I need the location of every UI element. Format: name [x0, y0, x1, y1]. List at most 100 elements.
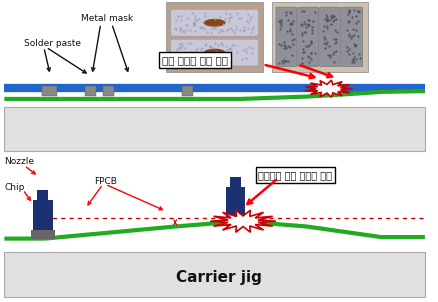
Point [328, 15, 335, 20]
Point [350, 8, 357, 12]
Point [300, 49, 307, 54]
Point [298, 56, 305, 61]
Point [230, 29, 237, 34]
Point [308, 28, 315, 33]
Point [307, 40, 314, 45]
Point [286, 44, 293, 49]
Point [278, 22, 285, 27]
Point [228, 26, 235, 31]
Point [177, 18, 184, 23]
Point [202, 41, 209, 46]
Point [290, 37, 297, 41]
Bar [42, 86, 57, 96]
Point [225, 51, 232, 56]
Point [311, 50, 318, 55]
Point [233, 49, 240, 54]
Point [177, 46, 184, 50]
Point [249, 24, 256, 29]
Point [226, 54, 233, 59]
Point [328, 13, 335, 18]
Point [191, 23, 198, 28]
Point [309, 18, 316, 23]
Point [208, 30, 215, 35]
Point [349, 51, 356, 56]
Point [173, 17, 180, 22]
Point [226, 19, 233, 24]
Point [288, 38, 295, 43]
Point [276, 61, 283, 66]
Point [345, 10, 352, 14]
Point [191, 21, 198, 26]
Point [219, 43, 226, 47]
Point [204, 30, 211, 34]
Point [177, 44, 184, 49]
Point [218, 42, 225, 47]
Point [209, 25, 216, 30]
FancyBboxPatch shape [171, 9, 258, 36]
Point [210, 25, 217, 30]
Point [288, 21, 295, 26]
Point [229, 43, 236, 47]
Point [287, 20, 294, 25]
Point [351, 55, 358, 59]
Point [307, 51, 314, 56]
Point [332, 27, 339, 32]
Point [206, 44, 213, 49]
Point [305, 17, 312, 22]
Point [212, 41, 219, 46]
Point [344, 11, 351, 16]
Point [328, 13, 336, 18]
Point [301, 49, 308, 54]
Point [189, 11, 196, 16]
Point [304, 22, 311, 27]
Point [344, 20, 351, 24]
Point [300, 8, 307, 13]
Point [282, 58, 289, 63]
Point [354, 8, 361, 13]
Point [331, 41, 338, 46]
Point [353, 57, 360, 62]
Point [215, 24, 222, 28]
Point [356, 10, 363, 14]
Point [189, 50, 196, 55]
Point [249, 50, 256, 55]
Point [323, 18, 330, 23]
Point [248, 46, 255, 50]
Point [194, 56, 201, 61]
Point [222, 11, 229, 16]
Point [199, 25, 206, 30]
Point [320, 41, 327, 46]
Point [191, 17, 198, 22]
Point [320, 24, 327, 28]
Point [353, 21, 360, 25]
Point [221, 17, 228, 21]
Point [194, 18, 201, 23]
Point [330, 18, 337, 23]
Point [345, 9, 352, 14]
Point [246, 44, 253, 49]
Point [283, 46, 290, 51]
Point [355, 8, 362, 13]
Point [204, 56, 211, 61]
Point [194, 45, 201, 50]
Point [346, 18, 353, 23]
Bar [182, 86, 193, 96]
Point [220, 22, 227, 27]
Bar [4, 107, 425, 151]
Point [284, 43, 291, 48]
Point [276, 18, 283, 23]
Point [208, 59, 215, 64]
Point [300, 47, 307, 52]
Point [277, 20, 284, 25]
Point [309, 31, 316, 36]
Point [208, 46, 215, 50]
Point [280, 42, 287, 47]
Point [352, 43, 359, 48]
Point [223, 52, 230, 57]
Point [277, 18, 284, 22]
Point [297, 21, 304, 26]
Point [327, 21, 334, 26]
Point [298, 8, 305, 13]
Point [346, 34, 353, 39]
Circle shape [204, 49, 226, 56]
